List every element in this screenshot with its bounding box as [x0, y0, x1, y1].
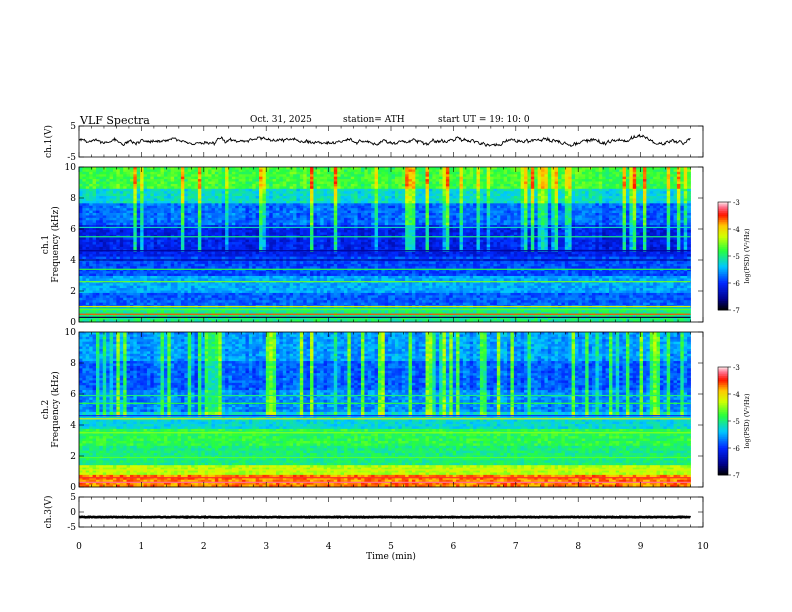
ch2-spectrogram-colorbar-tick-label: -3 — [733, 364, 740, 372]
ch1-spectrogram-y-tick-label: 2 — [70, 287, 76, 297]
ch2-spectrogram-tone-line — [79, 415, 691, 417]
ch3-waveform-y-label: ch.3(V) — [43, 496, 54, 529]
ch1-waveform-y-label: ch.1(V) — [43, 125, 54, 158]
ch2-spectrogram-y-label-channel: ch.2 — [41, 400, 51, 419]
ch1-spectrogram-y-tick-label: 10 — [65, 163, 77, 173]
ch2-spectrogram-tone-line — [79, 402, 691, 404]
x-tick-label: 9 — [638, 542, 644, 552]
ch1-spectrogram-tone-line — [79, 250, 691, 252]
date-label: Oct. 31, 2025 — [250, 115, 312, 125]
ch2-spectrogram-y-tick-label: 2 — [70, 452, 76, 462]
ch1-spectrogram-tone-line — [79, 236, 691, 238]
ch2-spectrogram-colorbar-tick-label: -7 — [733, 472, 740, 480]
ch2-spectrogram-tone-line — [79, 481, 691, 483]
ch3-waveform-series-line — [78, 515, 692, 520]
ch2-spectrogram-tone-line — [79, 477, 691, 479]
ch1-spectrogram-tone-line — [79, 268, 691, 270]
ch1-spectrogram-colorbar-tick-label: -6 — [733, 280, 740, 288]
chart-title: VLF Spectra — [80, 114, 150, 127]
ch3-waveform-y-tick-label: 5 — [70, 493, 76, 503]
ch1-spectrogram-y-tick-label: 0 — [70, 318, 76, 328]
ch1-spectrogram-y-tick-label: 8 — [70, 194, 76, 204]
ch1-spectrogram-tone-line — [79, 281, 691, 283]
ch1-spectrogram-tone-line — [79, 226, 691, 229]
ch1-spectrogram-tone-line — [79, 313, 691, 315]
ch1-spectrogram-tone-line — [79, 316, 691, 318]
ch2-spectrogram-colorbar — [717, 366, 731, 476]
x-tick-label: 10 — [697, 542, 709, 552]
ch2-spectrogram-colorbar-tick-label: -5 — [733, 418, 740, 426]
x-tick-label: 8 — [575, 542, 581, 552]
ch3-waveform-y-tick-label: 0 — [70, 508, 76, 518]
start-time-label: start UT = 19: 10: 0 — [438, 115, 530, 125]
ch2-spectrogram-tone-line — [79, 432, 691, 434]
ch1-waveform-y-tick-label: -5 — [67, 153, 76, 163]
x-tick-label: 5 — [388, 542, 394, 552]
x-tick-label: 2 — [201, 542, 207, 552]
ch2-spectrogram-y-tick-label: 8 — [70, 359, 76, 369]
x-tick-label: 1 — [139, 542, 145, 552]
ch1-spectrogram-colorbar-tick-label: -3 — [733, 199, 740, 207]
ch1-waveform-y-tick-label: 5 — [70, 122, 76, 132]
ch2-spectrogram-colorbar-tick-label: -6 — [733, 445, 740, 453]
ch1-spectrogram-tone-line — [79, 305, 691, 308]
ch1-spectrogram-colorbar-tick-label: -5 — [733, 253, 740, 261]
ch1-spectrogram-colorbar-label: log(PSD) (V²/Hz) — [743, 228, 751, 283]
ch3-waveform-y-tick-label: -5 — [67, 523, 76, 533]
ch1-spectrogram-tone-line — [79, 309, 691, 311]
ch2-spectrogram-tone-line — [79, 394, 691, 397]
ch2-spectrogram-colorbar-label: log(PSD) (V²/Hz) — [743, 393, 751, 448]
ch1-waveform-series-line — [78, 133, 691, 148]
ch2-spectrogram-colorbar-tick-label: -4 — [733, 391, 740, 399]
ch1-spectrogram-cells — [79, 167, 691, 323]
ch2-spectrogram-y-tick-label: 10 — [65, 328, 77, 338]
x-tick-label: 4 — [326, 542, 332, 552]
ch1-spectrogram-y-label-channel: ch.1 — [41, 235, 51, 254]
ch1-spectrogram-y-label: Frequency (kHz) — [50, 206, 61, 283]
ch1-spectrogram-colorbar — [717, 201, 731, 311]
ch1-spectrogram-colorbar-tick-label: -4 — [733, 226, 740, 234]
ch2-spectrogram-tone-line — [79, 456, 691, 459]
station-label: station= ATH — [343, 115, 405, 125]
x-tick-label: 6 — [451, 542, 457, 552]
ch2-spectrogram-tone-line — [79, 469, 691, 471]
ch2-spectrogram-y-tick-label: 0 — [70, 483, 76, 493]
ch1-spectrogram-tone-line — [79, 259, 691, 261]
x-tick-label: 3 — [263, 542, 269, 552]
ch2-spectrogram-y-label: Frequency (kHz) — [50, 371, 61, 448]
ch1-spectrogram-colorbar-tick-label: -7 — [733, 307, 740, 315]
ch2-spectrogram-y-tick-label: 6 — [70, 390, 76, 400]
x-tick-label: 0 — [76, 542, 82, 552]
ch1-spectrogram-y-tick-label: 4 — [70, 256, 76, 266]
x-tick-label: 7 — [513, 542, 519, 552]
ch2-spectrogram-tone-line — [79, 418, 691, 420]
x-axis-label: Time (min) — [366, 551, 416, 562]
ch2-spectrogram-y-tick-label: 4 — [70, 421, 76, 431]
ch2-spectrogram-cells — [79, 332, 691, 488]
ch1-spectrogram-y-tick-label: 6 — [70, 225, 76, 235]
